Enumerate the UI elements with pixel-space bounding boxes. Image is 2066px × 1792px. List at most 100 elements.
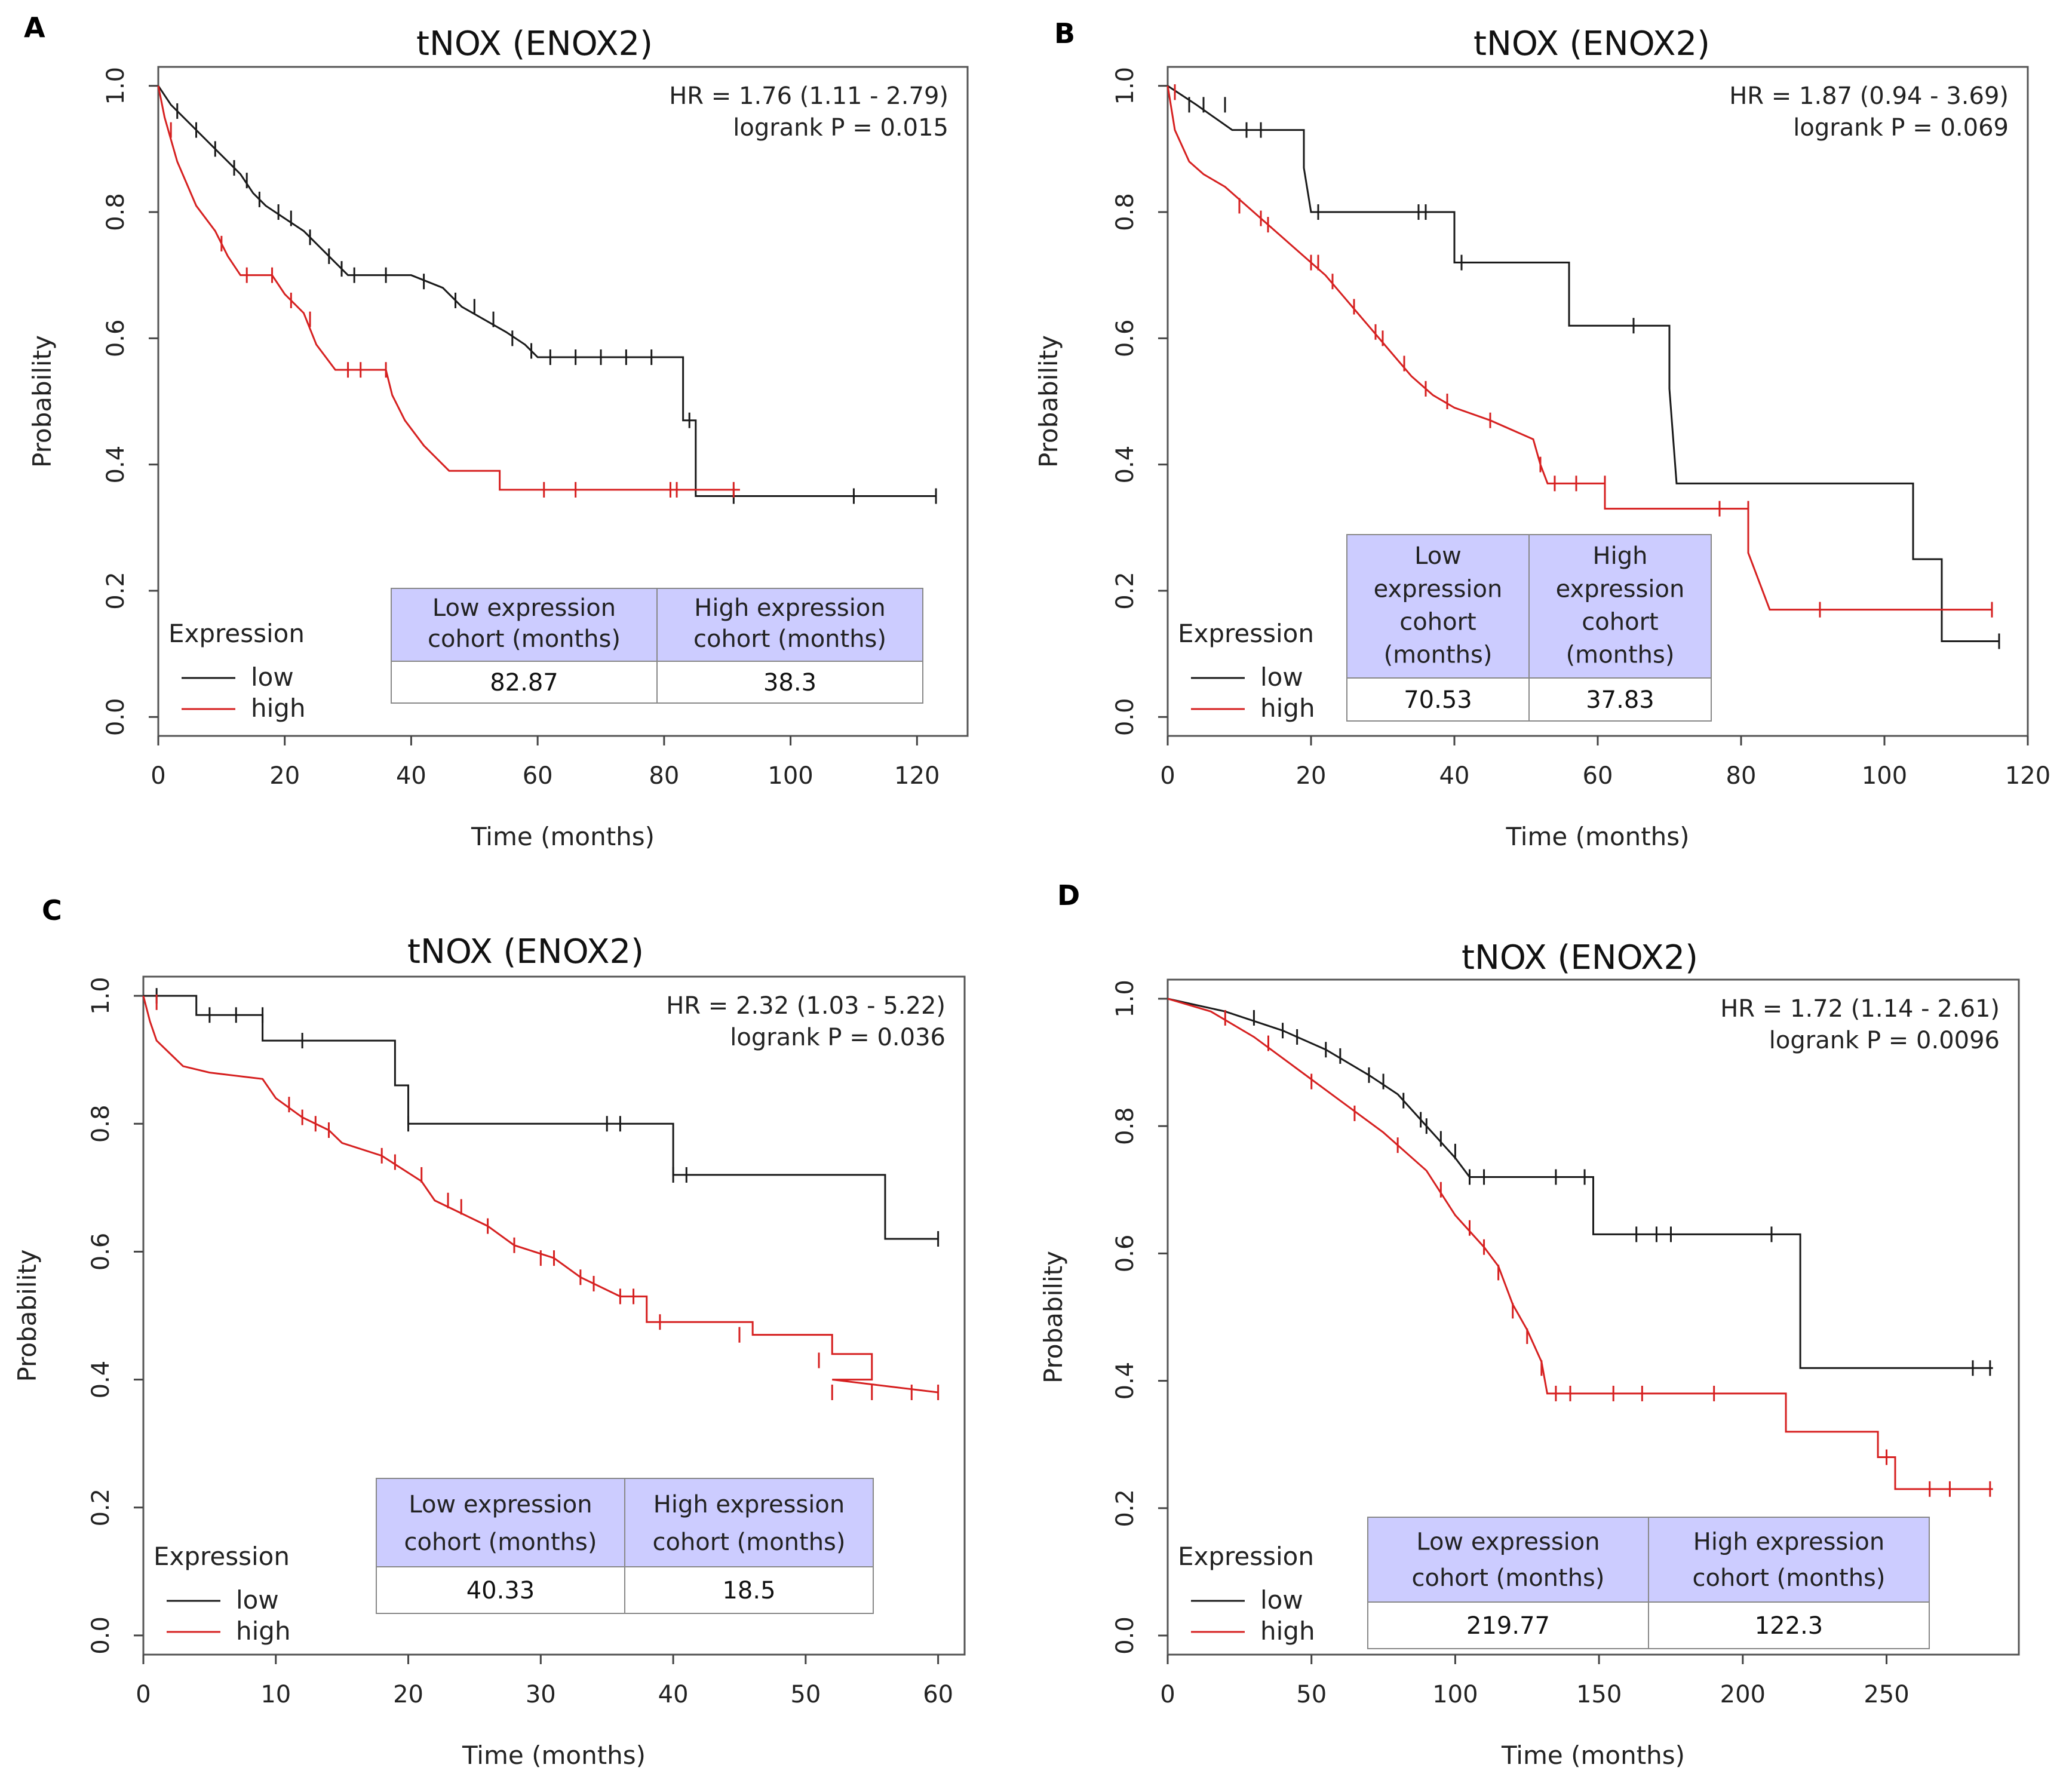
panel-letter: A	[24, 11, 45, 44]
x-tick-label: 20	[393, 1681, 423, 1708]
legend-label-high: high	[1260, 1616, 1315, 1646]
legend-label-high: high	[251, 694, 306, 723]
x-tick-label: 40	[1439, 762, 1470, 790]
chart-title: tNOX (ENOX2)	[1473, 24, 1710, 63]
hazard-ratio: HR = 1.72 (1.14 - 2.61)	[1720, 995, 2000, 1023]
x-tick-label: 120	[2005, 762, 2050, 790]
x-tick-label: 100	[1862, 762, 1907, 790]
x-tick-label: 20	[269, 762, 300, 790]
legend-title: Expression	[154, 1542, 290, 1571]
y-tick-label: 0.4	[1112, 446, 1139, 484]
legend-label-low: low	[251, 662, 294, 692]
plot-frame	[1166, 978, 2020, 1656]
x-tick-label: 0	[151, 762, 165, 790]
x-tick-label: 80	[649, 762, 679, 790]
chart-title: tNOX (ENOX2)	[416, 24, 653, 63]
cohort-header-low: Low expression	[432, 594, 616, 622]
y-axis-label: Probability	[1034, 335, 1063, 468]
legend-label-low: low	[1260, 662, 1303, 692]
cohort-median-high: 38.3	[763, 669, 816, 696]
hazard-ratio: HR = 1.87 (0.94 - 3.69)	[1729, 82, 2009, 110]
legend-title: Expression	[168, 619, 305, 648]
y-tick-label: 0.6	[1112, 320, 1139, 358]
logrank-p: logrank P = 0.015	[733, 114, 948, 142]
cohort-header-high: High expression	[653, 1491, 845, 1518]
x-tick-label: 10	[260, 1681, 291, 1708]
curve-high	[157, 85, 740, 491]
x-tick-label: 200	[1720, 1681, 1766, 1708]
cohort-header-low: Low expression	[1416, 1528, 1600, 1555]
cohort-median-low: 70.53	[1404, 686, 1472, 714]
legend-label-high: high	[236, 1616, 291, 1646]
cohort-header-high: High expression	[1693, 1528, 1884, 1555]
x-tick-label: 40	[658, 1681, 689, 1708]
legend-title: Expression	[1178, 1542, 1314, 1571]
y-axis-label: Probability	[13, 1249, 42, 1382]
x-tick-label: 80	[1726, 762, 1757, 790]
y-tick-label: 1.0	[1112, 980, 1139, 1018]
curve-high	[142, 995, 938, 1394]
y-tick-label: 1.0	[1112, 67, 1139, 105]
legend-label-low: low	[1260, 1585, 1303, 1615]
cohort-header-high: cohort (months)	[652, 1529, 845, 1556]
y-tick-label: 0.0	[102, 698, 130, 736]
x-tick-label: 30	[526, 1681, 556, 1708]
cohort-header-high: (months)	[1566, 642, 1675, 669]
y-tick-label: 0.4	[102, 446, 130, 484]
curve-high	[1166, 85, 1992, 611]
cohort-header-high: cohort (months)	[1692, 1564, 1885, 1592]
y-axis-label: Probability	[27, 335, 57, 468]
x-tick-label: 20	[1296, 762, 1327, 790]
plot-frame	[157, 66, 969, 737]
cohort-header-low: cohort (months)	[428, 625, 621, 653]
panel-letter: B	[1054, 17, 1075, 50]
cohort-median-high: 122.3	[1755, 1612, 1824, 1640]
x-tick-label: 60	[923, 1681, 953, 1708]
y-tick-label: 0.8	[1112, 1107, 1139, 1145]
cohort-median-high: 18.5	[722, 1577, 775, 1604]
x-axis-label: Time (months)	[1505, 822, 1689, 851]
x-tick-label: 60	[1583, 762, 1613, 790]
cohort-median-low: 40.33	[466, 1577, 535, 1604]
plot-frame	[142, 975, 966, 1656]
y-axis-label: Probability	[1039, 1251, 1068, 1383]
y-tick-label: 0.6	[1112, 1235, 1139, 1273]
x-tick-label: 60	[523, 762, 553, 790]
y-tick-label: 0.0	[1112, 698, 1139, 736]
x-tick-label: 100	[768, 762, 813, 790]
hazard-ratio: HR = 2.32 (1.03 - 5.22)	[666, 992, 945, 1020]
y-tick-label: 0.4	[1112, 1362, 1139, 1400]
y-tick-label: 0.2	[87, 1489, 115, 1527]
cohort-header-low: expression	[1374, 575, 1503, 603]
cohort-header-low: cohort (months)	[1411, 1564, 1604, 1592]
cohort-header-low: Low expression	[409, 1491, 592, 1518]
cohort-header-low: Low	[1414, 542, 1462, 570]
cohort-header-high: cohort (months)	[693, 625, 886, 653]
x-tick-label: 0	[1160, 1681, 1175, 1708]
legend-title: Expression	[1178, 619, 1314, 648]
x-tick-label: 0	[1160, 762, 1175, 790]
x-axis-label: Time (months)	[1501, 1741, 1685, 1770]
x-tick-label: 0	[136, 1681, 151, 1708]
curve-high	[1167, 998, 1993, 1490]
x-axis-label: Time (months)	[462, 1741, 646, 1770]
y-tick-label: 0.2	[1112, 572, 1139, 610]
y-tick-label: 0.6	[87, 1233, 115, 1271]
chart-title: tNOX (ENOX2)	[407, 932, 644, 971]
x-tick-label: 40	[396, 762, 426, 790]
x-tick-label: 250	[1864, 1681, 1909, 1708]
x-axis-label: Time (months)	[471, 822, 655, 851]
cohort-header-high: High expression	[694, 594, 885, 622]
legend-label-low: low	[236, 1585, 279, 1615]
cohort-header-low: (months)	[1384, 642, 1493, 669]
cohort-header-high: High	[1593, 542, 1648, 570]
curve-low	[143, 995, 938, 1240]
cohort-median-high: 37.83	[1586, 686, 1654, 714]
cohort-median-low: 219.77	[1466, 1612, 1550, 1640]
y-tick-label: 1.0	[87, 977, 115, 1015]
